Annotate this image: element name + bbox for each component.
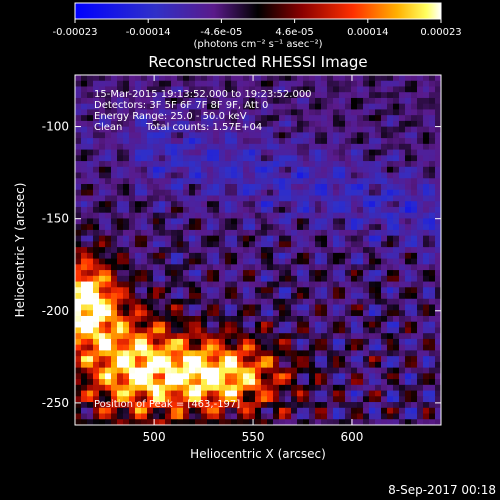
annotation-detectors: Detectors: 3F 5F 6F 7F 8F 9F, Att 0 xyxy=(94,100,268,111)
x-tick-label: 500 xyxy=(143,430,166,444)
colorbar-units-label: (photons cm⁻² s⁻¹ asec⁻²) xyxy=(193,39,322,50)
colorbar-tick-label: 0.00014 xyxy=(347,27,388,38)
x-tick-label: 550 xyxy=(242,430,265,444)
footer-timestamp: 8-Sep-2017 00:18 xyxy=(388,483,496,497)
annotation-block: 15-Mar-2015 19:13:52.000 to 19:23:52.000… xyxy=(94,89,312,410)
chart-title: Reconstructed RHESSI Image xyxy=(148,53,367,71)
y-axis-label: Heliocentric Y (arcsec) xyxy=(13,183,27,318)
y-axis-ticks: -100 -150 -200 -250 xyxy=(42,120,441,410)
x-axis-label: Heliocentric X (arcsec) xyxy=(190,447,326,461)
annotation-energy: Energy Range: 25.0 - 50.0 keV xyxy=(94,111,247,122)
x-tick-label: 600 xyxy=(341,430,364,444)
colorbar-ticks: -0.00023 -0.00014 -4.6e-05 4.6e-05 0.00014 0.… xyxy=(53,19,462,38)
colorbar-tick-label: 4.6e-05 xyxy=(275,27,313,38)
y-tick-label: -200 xyxy=(42,304,69,318)
y-tick-label: -150 xyxy=(42,212,69,226)
colorbar-tick-label: 0.00023 xyxy=(420,27,461,38)
annotation-peak: Position of Peak = [463,-197] xyxy=(94,399,240,410)
y-tick-label: -100 xyxy=(42,120,69,134)
heatmap-image xyxy=(75,75,441,425)
annotation-time-range: 15-Mar-2015 19:13:52.000 to 19:23:52.000 xyxy=(94,89,312,100)
annotation-counts: Total counts: 1.57E+04 xyxy=(145,122,262,133)
y-tick-label: -250 xyxy=(42,396,69,410)
colorbar-tick-label: -0.00023 xyxy=(53,27,98,38)
plot-frame xyxy=(74,74,442,426)
x-axis-ticks: 500 550 600 xyxy=(143,75,364,444)
annotation-method: Clean xyxy=(94,122,122,133)
colorbar xyxy=(74,2,442,20)
colorbar-tick-label: -4.6e-05 xyxy=(200,27,242,38)
colorbar-tick-label: -0.00014 xyxy=(126,27,171,38)
